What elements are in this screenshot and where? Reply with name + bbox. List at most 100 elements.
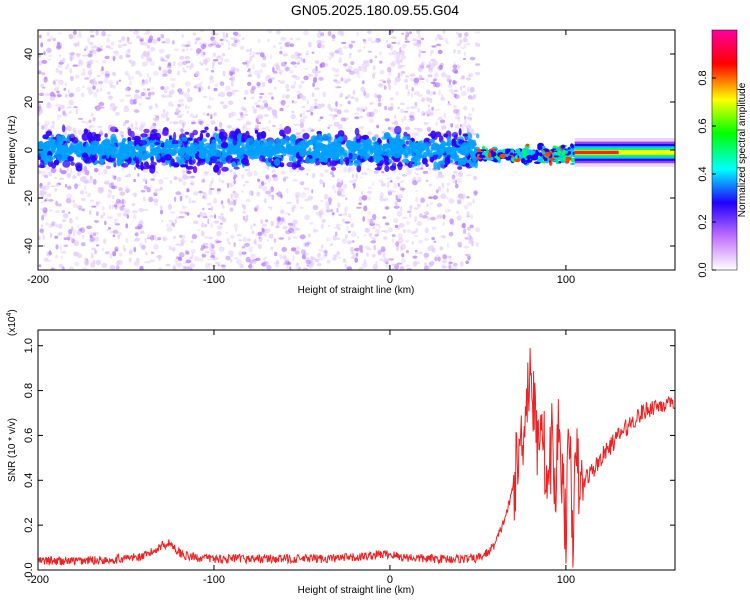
spectrogram-noise-cell [179,196,183,202]
spectrogram-noise-cell [251,54,255,58]
spectrogram-noise-cell [202,207,205,211]
spectrogram-noise-cell [294,123,300,126]
spectrogram-band-cell [106,150,110,159]
spectrogram-noise-cell [334,85,339,89]
spectrogram-noise-cell [374,55,378,59]
spectrogram-noise-cell [219,91,226,98]
spectrogram-noise-cell [469,73,473,77]
spectrogram-band-cell [377,139,383,144]
spectrogram-noise-cell [179,234,183,238]
spectrogram-band-cell [135,144,140,150]
spectrogram-noise-cell [72,127,76,133]
spectrogram-noise-cell [315,211,322,216]
spectrogram-plot-area [38,30,675,270]
spectrogram-noise-cell [186,47,189,52]
spectrogram-noise-cell [278,237,285,240]
spectrogram-noise-cell [69,110,72,114]
spectrogram-noise-cell [86,225,92,230]
spectrogram-noise-cell [258,95,263,100]
spectrogram-band-cell [281,133,287,138]
spectrogram-noise-cell [387,43,392,47]
spectrogram-noise-cell [304,214,310,221]
spectrogram-noise-cell [147,261,151,264]
spectrogram-noise-cell [286,104,290,108]
spectrogram-noise-cell [326,259,331,264]
spectrogram-noise-cell [165,111,169,117]
spectrogram-noise-cell [428,61,432,67]
spectrogram-noise-cell [129,249,133,255]
spectrogram-noise-cell [111,204,114,210]
spectrogram-noise-cell [303,187,310,191]
spectrogram-noise-cell [95,201,99,207]
spectrogram-noise-cell [108,204,112,210]
spectrogram-band-cell [364,138,373,148]
spectrogram-noise-cell [239,45,245,50]
spectrogram-noise-cell [273,86,277,90]
spectrogram-noise-cell [466,211,470,217]
spectrogram-noise-cell [148,76,152,83]
spectrogram-band-cell [201,138,207,143]
spectrogram-noise-cell [196,37,200,41]
spectrogram-noise-cell [416,165,420,168]
spectrogram-noise-cell [241,246,246,250]
spectrogram-noise-cell [473,191,478,197]
spectrogram-noise-cell [307,195,314,201]
spectrogram-noise-cell [52,80,56,85]
spectrogram-noise-cell [102,59,107,64]
spectrogram-noise-cell [257,231,263,236]
spectrogram-noise-cell [428,196,433,200]
spectrogram-noise-cell [379,192,384,198]
spectrogram-noise-cell [241,190,244,193]
spectrogram-noise-cell [124,87,129,92]
spectrogram-noise-cell [165,38,171,44]
spectrogram-noise-cell [381,171,385,174]
spectrogram-noise-cell [141,244,146,250]
spectrogram-band-cell [112,146,118,151]
spectrogram-noise-cell [62,110,66,115]
spectrogram-noise-cell [97,106,100,112]
spectrogram-noise-cell [444,208,451,213]
spectrogram-noise-cell [460,261,464,267]
spectrogram-noise-cell [376,233,380,236]
spectrogram-band-cell [453,152,457,162]
spectrogram-noise-cell [202,58,208,65]
spectrogram-noise-cell [431,45,437,48]
spectrogram-noise-cell [391,234,396,237]
spectrogram-noise-cell [162,59,169,62]
spectrogram-noise-cell [136,257,140,263]
spectrogram-noise-cell [222,104,228,110]
spectrogram-noise-cell [268,129,270,132]
spectrogram-noise-cell [428,67,433,73]
spectrogram-noise-cell [207,85,211,90]
spectrogram-noise-cell [370,40,376,44]
spectrogram-band-cell [319,155,325,162]
spectrogram-noise-cell [203,236,209,239]
spectrogram-noise-cell [68,92,74,98]
spectrogram-noise-cell [441,265,448,269]
spectrogram-noise-cell [200,230,205,237]
spectrogram-noise-cell [401,54,406,60]
spectrogram-noise-cell [439,119,446,124]
spectrogram-noise-cell [43,257,49,262]
spectrogram-noise-cell [427,167,432,171]
spectrogram-noise-cell [100,45,104,51]
spectrogram-noise-cell [258,184,263,190]
spectrogram-noise-cell [472,198,475,204]
spectrogram-noise-cell [241,173,244,180]
spectrogram-band-cell [422,157,428,165]
spectrogram-noise-cell [254,101,258,105]
spectrogram-band-cell [330,167,337,171]
spectrogram-noise-cell [139,41,145,46]
spectrogram-noise-cell [302,115,308,119]
spectrogram-noise-cell [280,217,285,222]
spectrogram-noise-cell [366,168,370,171]
spectrogram-noise-cell [448,80,451,85]
spectrogram-noise-cell [217,215,220,220]
spectrogram-noise-cell [209,79,215,84]
spectrogram-noise-cell [104,220,107,226]
spectrogram-band-cell [395,134,401,143]
spectrogram-noise-cell [367,218,374,224]
spectrogram-noise-cell [299,57,303,62]
spectrogram-noise-cell [280,36,287,41]
